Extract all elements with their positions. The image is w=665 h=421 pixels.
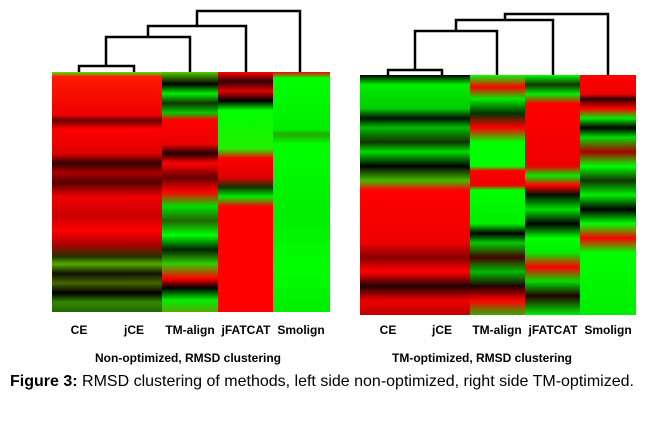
panel-subtitle: Non-optimized, RMSD clustering xyxy=(95,351,281,365)
column-label: Smolign xyxy=(584,323,631,337)
figure-caption-text: RMSD clustering of methods, left side no… xyxy=(77,373,634,390)
column-label: jCE xyxy=(123,323,144,337)
dendrogram-link-smolign xyxy=(503,12,610,75)
panel-subtitle: TM-optimized, RMSD clustering xyxy=(392,351,572,365)
dendrogram-link-jfatcat xyxy=(454,18,555,75)
figure-caption: Figure 3: RMSD clustering of methods, le… xyxy=(10,372,660,392)
heatmap-cells xyxy=(360,75,636,315)
heatmap-column-smolign xyxy=(580,75,636,315)
heatmap-panel-tm-optimized: CE jCE TM-align jFATCAT Smolign TM-optim… xyxy=(360,12,636,365)
column-label: CE xyxy=(71,323,88,337)
column-label: jCE xyxy=(431,323,452,337)
column-label: jFATCAT xyxy=(221,323,272,337)
dendrogram-link-tm-align xyxy=(413,29,499,75)
heatmap-column-jfatcat xyxy=(525,75,581,315)
heatmap-column-jce xyxy=(107,72,163,312)
heatmap-column-jfatcat xyxy=(218,72,274,312)
heatmap-column-ce xyxy=(52,72,108,312)
heatmap-column-tm-align xyxy=(470,75,526,315)
column-label: jFATCAT xyxy=(528,323,579,337)
dendrogram-link-ce-jce xyxy=(386,68,444,75)
heatmap-column-ce xyxy=(360,75,416,315)
heatmap-column-tm-align xyxy=(162,72,218,312)
figure-caption-label: Figure 3: xyxy=(10,373,78,390)
dendrogram xyxy=(77,9,302,72)
dendrogram-link-smolign xyxy=(195,9,302,72)
column-labels: CE jCE TM-align jFATCAT Smolign xyxy=(71,323,325,337)
dendrogram-link-jfatcat xyxy=(146,24,248,72)
heatmap-panel-non-optimized: CE jCE TM-align jFATCAT Smolign Non-opti… xyxy=(52,9,330,365)
heatmap-cells xyxy=(52,72,330,312)
column-label: Smolign xyxy=(277,323,324,337)
dendrogram-link-ce-jce xyxy=(77,64,136,72)
dendrogram xyxy=(386,12,610,75)
heatmap-column-jce xyxy=(415,75,471,315)
column-label: TM-align xyxy=(165,323,214,337)
column-labels: CE jCE TM-align jFATCAT Smolign xyxy=(380,323,632,337)
heatmap-column-smolign xyxy=(273,72,330,312)
column-label: TM-align xyxy=(472,323,521,337)
column-label: CE xyxy=(380,323,397,337)
